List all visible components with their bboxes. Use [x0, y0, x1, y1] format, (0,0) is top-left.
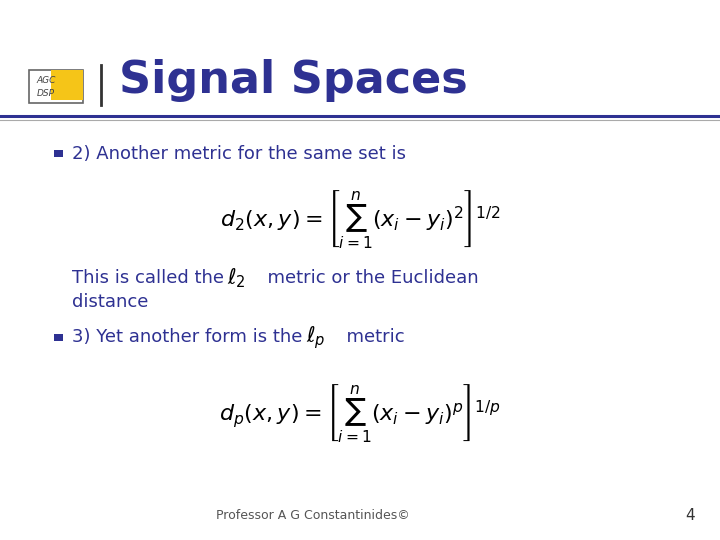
- Text: 3) Yet another form is the: 3) Yet another form is the: [72, 328, 308, 347]
- Bar: [29, 70, 83, 103]
- Text: Professor A G Constantinides©: Professor A G Constantinides©: [216, 509, 410, 522]
- Text: 4: 4: [685, 508, 695, 523]
- Text: 2) Another metric for the same set is: 2) Another metric for the same set is: [72, 145, 406, 163]
- Bar: [54, 150, 63, 157]
- Bar: [54, 334, 63, 341]
- Text: Signal Spaces: Signal Spaces: [119, 59, 467, 103]
- Text: This is called the: This is called the: [72, 269, 230, 287]
- Text: $d_{2}(x,y)=\left[\sum_{i=1}^{n}(x_i - y_i)^2\right]^{1/2}$: $d_{2}(x,y)=\left[\sum_{i=1}^{n}(x_i - y…: [220, 188, 500, 249]
- Text: distance: distance: [72, 293, 148, 312]
- Text: $\ell_p$: $\ell_p$: [306, 324, 325, 351]
- Text: $d_{p}(x,y)=\left[\sum_{i=1}^{n}(x_i - y_i)^p\right]^{1/p}$: $d_{p}(x,y)=\left[\sum_{i=1}^{n}(x_i - y…: [219, 382, 501, 444]
- Text: metric or the Euclidean: metric or the Euclidean: [256, 269, 478, 287]
- Text: $\ell_2$: $\ell_2$: [227, 266, 246, 290]
- Text: DSP: DSP: [37, 89, 55, 98]
- Bar: [52, 70, 83, 100]
- Text: metric: metric: [335, 328, 405, 347]
- Text: AGC: AGC: [37, 76, 55, 85]
